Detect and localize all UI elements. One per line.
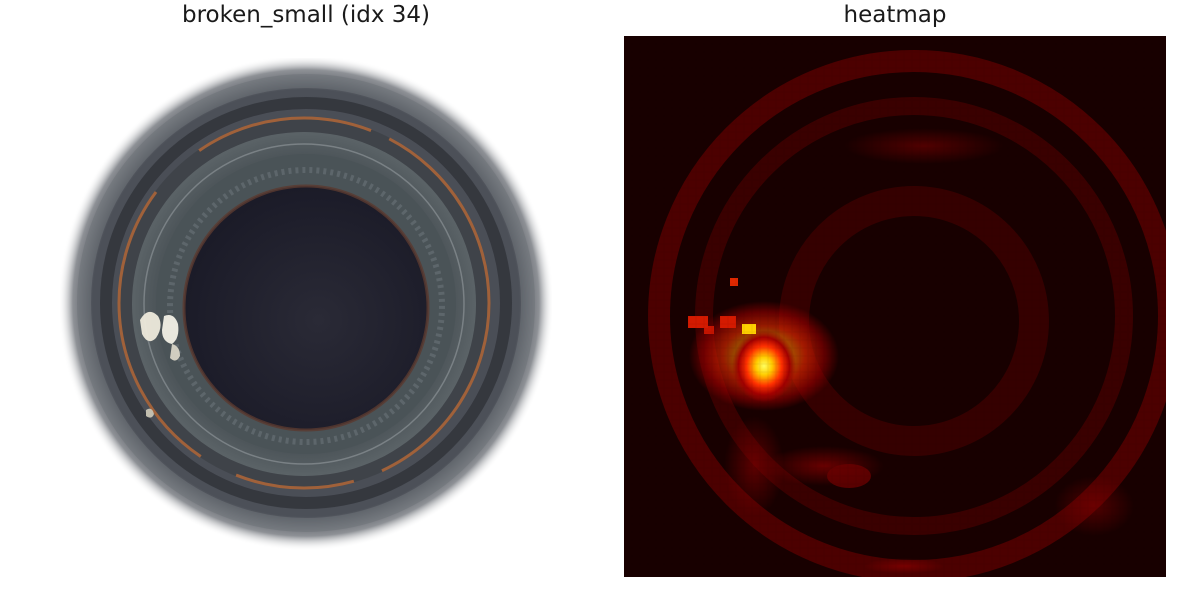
bottle-photo xyxy=(60,58,552,550)
anomaly-heatmap xyxy=(624,36,1166,577)
defect-chip xyxy=(140,311,180,418)
heatmap-title: heatmap xyxy=(843,2,947,28)
copper-rim xyxy=(117,116,491,490)
image-title: broken_small (idx 34) xyxy=(181,2,431,28)
bottle-interior xyxy=(184,186,428,430)
